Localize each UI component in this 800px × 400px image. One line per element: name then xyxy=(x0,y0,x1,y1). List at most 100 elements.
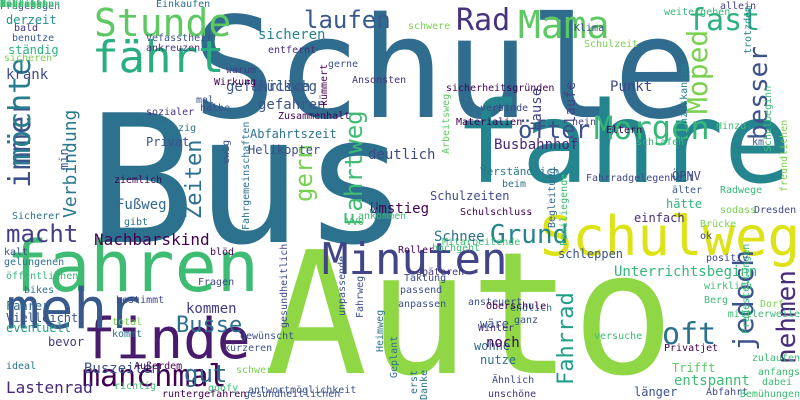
word-gut: gut xyxy=(184,360,228,388)
word-o-pnv: ÖPNV xyxy=(672,169,701,183)
word-kalt: kalt xyxy=(4,247,29,258)
word-fahrrad: Fahrrad xyxy=(554,292,579,385)
word-bald: bald xyxy=(14,23,39,34)
word-radwege: Radwege xyxy=(720,185,763,196)
word-wohne: wohne xyxy=(474,339,511,353)
word-wirkung: Wirkung xyxy=(214,77,257,88)
word-runtergefahren: runtergefahren xyxy=(162,389,247,400)
word-bevor: bevor xyxy=(48,335,85,349)
word-bedeutet: bedeutet xyxy=(0,0,49,10)
word-o-fter: öfter xyxy=(518,116,591,144)
word-au-erdem: Außerdem xyxy=(134,361,183,372)
word-total: total xyxy=(112,317,143,328)
word-positiv: positiv xyxy=(706,253,749,264)
word-fahre: fahre xyxy=(454,79,792,209)
word-allein: allein xyxy=(720,1,757,12)
word-franziskaneum: Franziskaneum xyxy=(679,63,690,142)
word-schlafen: schlafen xyxy=(636,137,685,148)
word-mitarbeitende: Mitarbeitende xyxy=(442,237,521,248)
word-zeiten: Zeiten xyxy=(182,139,207,219)
word-schulschluss: Schulschluss xyxy=(460,207,533,218)
word-bemu-hungen: Bemühungen xyxy=(739,389,800,400)
word-wirklich: wirklich xyxy=(704,281,753,292)
word-ta-gliche: tägliche xyxy=(0,0,49,10)
word-fa-hrt: fährt xyxy=(92,32,225,83)
word-sta-ndig: ständig xyxy=(8,43,59,57)
word-abfahrt: Abfahrt xyxy=(706,387,749,398)
word-freundlichen: freundlichen xyxy=(779,119,790,192)
word-abfahrtszeit: Abfahrtszeit xyxy=(250,127,337,141)
word-finde: finde xyxy=(82,307,251,372)
word-gesundheitlichen: gesundheitlichen xyxy=(244,389,341,400)
word-schulbeginn: Schulbeginn xyxy=(763,85,774,152)
word-begleitung: Begleitung xyxy=(547,167,558,228)
word-sicheren: sicheren xyxy=(258,27,326,43)
word-oft: oft xyxy=(662,317,717,352)
word-schnee: Schnee xyxy=(434,229,485,245)
word-fahrradgelegenheit: Fahrradgelegenheit xyxy=(586,173,695,184)
word-arbeitsweg: Arbeitsweg xyxy=(441,93,452,154)
word-laufen: laufen xyxy=(304,6,391,34)
word-kommen: kommen xyxy=(186,301,237,317)
word-hause: Hause xyxy=(529,87,545,130)
word-umsteigen: umsteigen xyxy=(0,0,55,10)
word-anpassen: anpassen xyxy=(398,299,447,310)
word-busse: Busse xyxy=(176,313,243,338)
word-dabei: dabei xyxy=(762,377,793,388)
word-fahrweg: Fahrweg xyxy=(355,275,366,318)
word-sozialer: sozialer xyxy=(146,107,195,118)
word-spa-teren: späteren xyxy=(416,267,465,278)
word-ru-ckweg: Rückweg xyxy=(258,79,318,95)
word-bus: Bus xyxy=(88,77,410,284)
word-goofy: goofy xyxy=(208,383,239,394)
word-hochgeht: hochgeht xyxy=(432,243,481,254)
word-ziemlich: ziemlich xyxy=(114,175,163,186)
word-trotzdem: trotzdem xyxy=(743,5,754,54)
word-unpassende: unpassende xyxy=(337,255,348,316)
word-pandemie: Pandemie xyxy=(0,0,49,10)
word-gefahren: gefahren xyxy=(258,97,326,113)
word-einfach: einfach xyxy=(634,211,685,225)
word-km: km xyxy=(752,137,765,148)
word-mittlerweile: mittlerweile xyxy=(727,309,800,320)
word-schule: Schule xyxy=(192,0,698,151)
word-manchmal: manchmal xyxy=(82,359,227,394)
word-buszeiten: Buszeiten xyxy=(84,361,160,377)
word-mittags: Mittags xyxy=(0,0,43,10)
word-sicherer: Sicherer xyxy=(12,211,61,222)
word-lastenrad: Lastenrad xyxy=(6,378,93,397)
word-unscho-ne: unschöne xyxy=(488,389,537,400)
word-deutlich: deutlich xyxy=(368,147,436,163)
word-unterrichtsbeginn: Unterrichtsbeginn xyxy=(614,264,758,280)
word-einkaufen: Einkaufen xyxy=(156,0,211,10)
word-gesundheitlich: gesundheitlich xyxy=(279,243,290,328)
word-antwortmo-glichkeit: antwortmöglichkeit xyxy=(248,385,357,396)
word-spa: Spaß xyxy=(369,189,380,214)
word-nachbarskind: Nachbarskind xyxy=(94,230,210,249)
word-ewig: ewig xyxy=(221,139,232,164)
word-auto: Auto xyxy=(265,216,675,400)
word-sicherheitsgru-nden: sicherheitsgründen xyxy=(446,83,555,94)
word-min: min xyxy=(57,148,71,170)
word-entfernt: entfernt xyxy=(268,45,317,56)
word-a-lter: älter xyxy=(672,185,703,196)
word-warum: warum xyxy=(226,65,257,76)
word-schwere: schwere xyxy=(408,21,451,32)
word-trifft: Trifft xyxy=(672,361,716,375)
word-gerne: gerne xyxy=(328,59,359,70)
word-fahrer: Fahrer xyxy=(6,299,50,313)
word-rad: Rad xyxy=(456,3,511,38)
word-eventuell: eventuell xyxy=(6,321,72,335)
word-busbahnhof: Busbahnhof xyxy=(494,137,579,153)
word-wa-re: wäre xyxy=(480,317,509,331)
word-fragen: Fragen xyxy=(198,277,235,288)
word-gelungenen: gelungenen xyxy=(4,257,65,268)
word-berg: Berg xyxy=(704,295,729,306)
word-geplant: Geplant xyxy=(389,335,400,378)
word-klima: Klima xyxy=(574,23,605,34)
word-mal: mal xyxy=(196,95,215,106)
word-einzig: einzig xyxy=(160,123,197,134)
word-helikopter: Helikopter xyxy=(248,143,321,157)
word-taktung: Taktung xyxy=(404,273,447,284)
word-oberschule: Oberschule xyxy=(486,301,547,312)
